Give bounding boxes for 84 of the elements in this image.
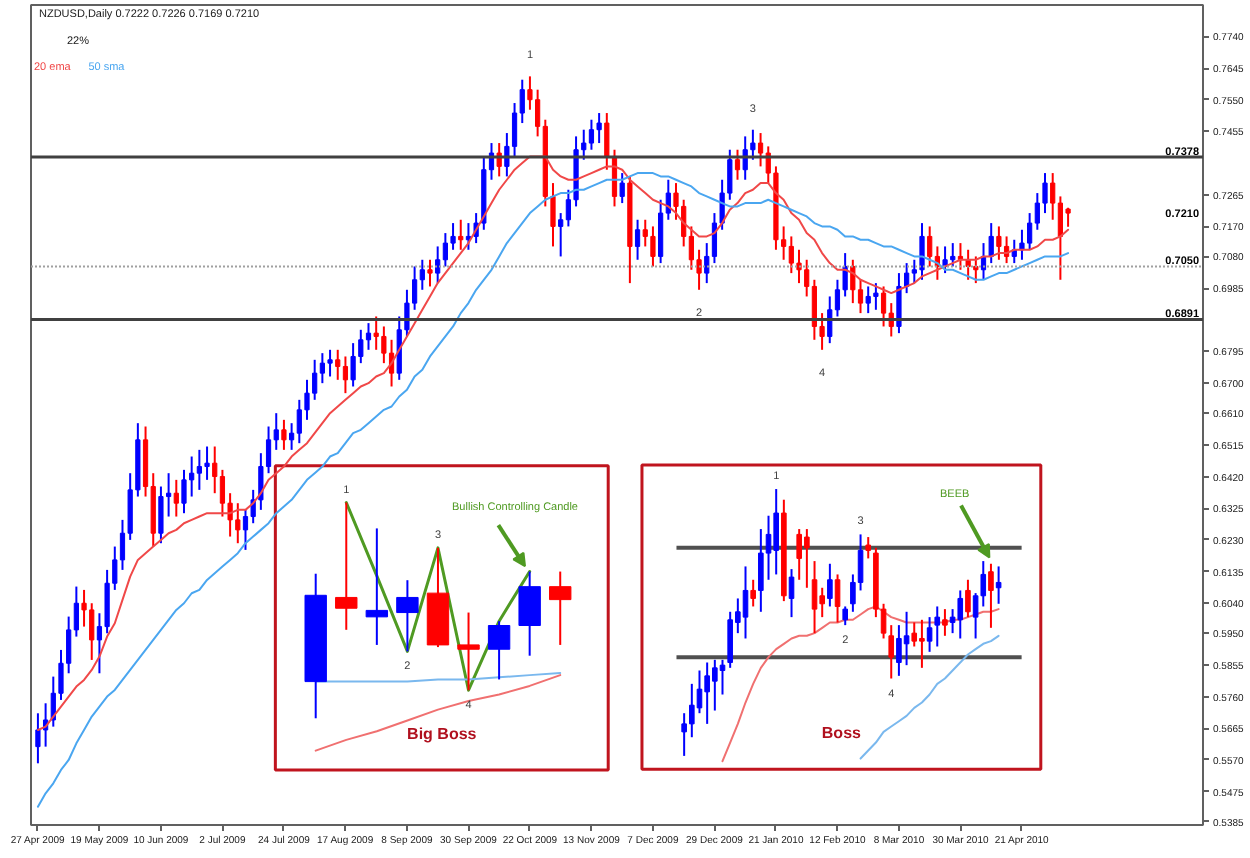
candlestick [865, 536, 872, 560]
candlestick [204, 445, 210, 481]
candlestick [788, 235, 794, 275]
candlestick [189, 455, 195, 498]
candlestick [865, 285, 871, 315]
candlestick [995, 565, 1002, 605]
candlestick [757, 132, 764, 168]
candlestick [89, 602, 95, 661]
candlestick [181, 468, 187, 515]
candlestick [804, 528, 810, 589]
candlestick [742, 135, 748, 181]
candlestick [704, 661, 710, 725]
text: Boss [821, 723, 863, 742]
candlestick [496, 142, 502, 178]
candlestick [773, 488, 779, 576]
candlestick [957, 589, 964, 640]
candlestick [727, 610, 733, 669]
candlestick [173, 478, 179, 518]
candlestick [235, 502, 241, 545]
candlestick [442, 232, 448, 268]
candlestick [903, 610, 910, 667]
candlestick [335, 501, 358, 631]
candlestick [550, 182, 556, 248]
candlestick [758, 528, 764, 613]
candlestick [873, 282, 879, 311]
candlestick [788, 568, 795, 619]
candlestick [365, 527, 389, 646]
candlestick [427, 258, 433, 288]
candlestick [681, 712, 687, 757]
candlestick [365, 322, 372, 351]
candlestick [904, 262, 910, 295]
candlestick [988, 562, 994, 629]
candlestick [604, 112, 610, 171]
candlestick [158, 485, 164, 545]
candlestick [942, 608, 948, 637]
candlestick [196, 448, 202, 491]
candlestick [658, 198, 664, 265]
candlestick [742, 565, 749, 640]
text: Big Boss [407, 724, 478, 743]
candlestick [911, 621, 918, 648]
candlestick [750, 578, 756, 608]
candlestick [458, 218, 464, 251]
candlestick [327, 348, 333, 378]
candlestick [942, 245, 948, 275]
candlestick [596, 112, 602, 145]
candlestick [549, 570, 572, 646]
candlestick [796, 528, 802, 581]
candlestick [457, 611, 480, 692]
candlestick [950, 242, 956, 268]
candlestick [811, 560, 818, 635]
candlestick [927, 225, 933, 268]
candlestick [634, 218, 641, 261]
candlestick [934, 605, 941, 648]
candlestick [281, 418, 287, 451]
candlestick [650, 225, 656, 268]
candlestick [350, 342, 356, 388]
candlestick [396, 579, 419, 653]
candlestick [850, 258, 856, 305]
candlestick [487, 620, 511, 681]
candlestick [219, 468, 226, 518]
candlestick [296, 398, 302, 445]
candlestick [373, 315, 379, 351]
candlestick [919, 222, 925, 281]
candlestick [896, 272, 902, 335]
candlestick [819, 586, 826, 619]
candlestick [919, 618, 925, 669]
candlestick [342, 355, 349, 395]
candlestick [734, 148, 741, 181]
candlestick [973, 255, 979, 285]
candlestick [896, 624, 902, 677]
candlestick [834, 573, 841, 624]
candlestick [619, 172, 625, 205]
candlestick [588, 118, 595, 151]
candlestick [712, 658, 718, 712]
candlestick [1019, 228, 1025, 261]
candlestick [796, 248, 802, 285]
candlestick [842, 605, 849, 627]
candlestick [996, 225, 1002, 261]
candlestick [965, 578, 971, 619]
candlestick [435, 245, 441, 285]
candlestick [518, 570, 541, 657]
candlestick [35, 712, 41, 765]
candlestick [880, 285, 887, 328]
candlestick [827, 562, 833, 608]
